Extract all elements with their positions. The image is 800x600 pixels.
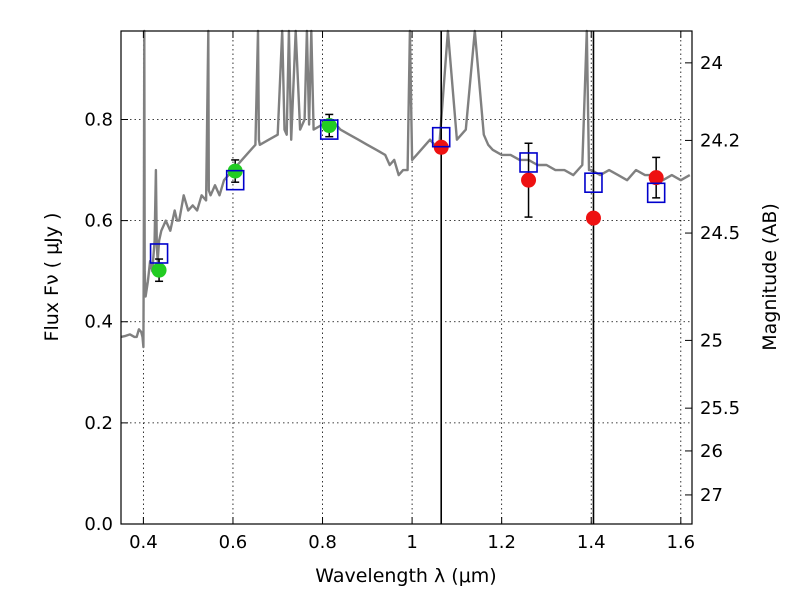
x-tick-label: 0.8 — [308, 532, 337, 553]
y-axis-title: Flux Fν ( μJy ) — [41, 213, 63, 342]
model-flux-square — [519, 152, 538, 173]
photometry-point — [151, 262, 167, 278]
model-flux-square — [225, 169, 245, 191]
y2-axis-title: Magnitude (AB) — [759, 203, 781, 351]
y-tick-label: 0.6 — [84, 211, 113, 232]
model-flux-square — [149, 243, 169, 264]
photometry-point — [648, 170, 664, 186]
photometry-point — [321, 118, 337, 134]
mag-tick-label: 25 — [700, 330, 723, 351]
photometry-point — [521, 172, 537, 188]
x-axis-title: Wavelength λ (μm) — [315, 565, 496, 587]
mag-tick-label: 26 — [700, 441, 723, 462]
x-tick-label: 1.4 — [577, 532, 606, 553]
x-tick-label: 1.2 — [487, 532, 516, 553]
sed-model-layer — [120, 29, 691, 349]
mag-tick-label: 24.2 — [700, 130, 740, 151]
model-flux-square — [431, 126, 451, 148]
photometry-point — [585, 210, 601, 226]
mag-tick-label: 24.5 — [700, 223, 740, 244]
plot-background — [121, 31, 692, 524]
sed-model-line — [120, 29, 691, 349]
model-flux-square — [584, 172, 603, 193]
x-tick-label: 0.6 — [219, 532, 248, 553]
mag-tick-label: 27 — [700, 485, 723, 506]
x-tick-label: 0.4 — [129, 532, 158, 553]
y-tick-label: 0.4 — [84, 312, 113, 333]
markers — [149, 118, 666, 278]
mag-tick-label: 24 — [700, 53, 723, 74]
model-flux-square — [646, 182, 666, 204]
x-tick-label: 1.6 — [666, 532, 695, 553]
y-tick-label: 0.2 — [84, 413, 113, 434]
x-tick-label: 1 — [406, 532, 417, 553]
y-tick-label: 0.0 — [84, 514, 113, 535]
vertical-lines — [440, 31, 595, 524]
y-tick-label: 0.8 — [84, 109, 113, 130]
model-flux-square — [319, 119, 339, 140]
ticks: 0.4 0.6 0.8 1 1.2 1.4 1.6 0.0 0.2 0.4 0.6 0.8 24 24.2… — [84, 31, 740, 553]
plot-frame — [120, 30, 693, 525]
mag-tick-label: 25.5 — [700, 398, 740, 419]
